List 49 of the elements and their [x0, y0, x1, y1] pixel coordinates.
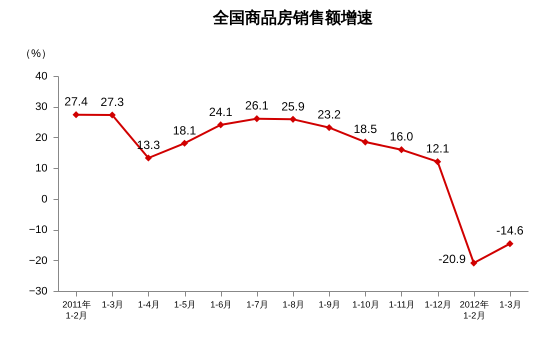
- y-tick-label: 40: [35, 70, 48, 82]
- point: [217, 121, 224, 128]
- data-label: -14.6: [496, 224, 524, 238]
- point: [470, 260, 478, 267]
- point: [108, 111, 116, 119]
- y-tick-label: −10: [28, 224, 48, 236]
- y-tick-label: 10: [35, 162, 48, 175]
- x-tick-label: 1-7月: [246, 300, 268, 310]
- x-tick-label: 1-3月: [102, 300, 124, 310]
- data-label: -20.9: [438, 252, 466, 266]
- x-tick-label: 1-4月: [138, 300, 160, 310]
- data-label: 27.4: [64, 94, 88, 109]
- point: [289, 116, 297, 123]
- x-tick-label: 1-12月: [424, 300, 452, 310]
- data-label: 23.2: [317, 108, 342, 122]
- x-tick-label: 1-6月: [210, 300, 232, 310]
- point: [398, 146, 405, 154]
- y-tick-label: 20: [35, 132, 48, 144]
- y-tick-label: −30: [28, 286, 48, 298]
- data-label: 25.9: [281, 99, 305, 114]
- data-label: 12.1: [426, 142, 450, 156]
- point: [434, 158, 442, 166]
- data-label: 16.0: [390, 130, 414, 144]
- x-tick-label: 1-11月: [388, 300, 416, 310]
- x-tick-label: 1-9月: [318, 300, 341, 310]
- point: [362, 138, 369, 146]
- point: [72, 111, 80, 118]
- data-label: 18.5: [354, 122, 378, 136]
- y-tick-label: −20: [28, 254, 48, 267]
- x-tick-label: 1-3月: [499, 300, 522, 310]
- data-label: 26.1: [245, 98, 269, 113]
- data-label: 27.3: [100, 95, 124, 110]
- y-axis-title: （%）: [20, 48, 52, 60]
- chart-title: 全国商品房销售额增速: [212, 8, 374, 27]
- point: [326, 124, 333, 132]
- point: [506, 240, 514, 248]
- y-tick-label: 30: [35, 101, 48, 114]
- x-tick-label: 1-10月: [352, 300, 380, 310]
- point: [181, 140, 188, 147]
- data-label: 24.1: [209, 104, 233, 119]
- point: [144, 154, 152, 162]
- data-label: 18.1: [172, 123, 197, 138]
- y-tick-label: 0: [41, 193, 48, 206]
- x-tick-label: 2012年 1-2月: [460, 300, 489, 320]
- point: [253, 115, 260, 122]
- data-label: 13.3: [136, 138, 160, 152]
- x-tick-label: 2011年 1-2月: [62, 300, 91, 320]
- x-tick-label: 1-5月: [174, 300, 196, 310]
- x-tick-label: 1-8月: [282, 300, 305, 310]
